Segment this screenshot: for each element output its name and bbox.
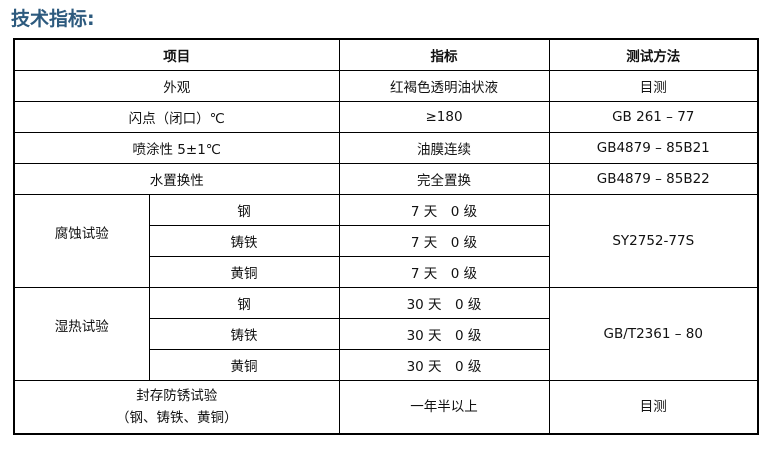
header-item: 项目 (13, 38, 340, 71)
table-row: 湿热试验钢 30 天 0 级 GB/T2361 – 80 (13, 287, 759, 381)
table-row: 闪点（闭口）℃ ≥180 GB 261 – 77 (13, 101, 759, 133)
spec-cell: ≥180 (338, 101, 550, 133)
table-row: 腐蚀试验钢 7 天 0 级 SY2752-77S (13, 194, 759, 288)
metal-cell: 黄铜 (148, 349, 340, 381)
spec-cell: 7 天 0 级 (338, 225, 550, 257)
section-title: 技术指标: (11, 8, 95, 30)
item-cell: 外观 (13, 70, 340, 102)
metal-cell: 黄铜 (148, 256, 340, 288)
method-cell: GB 261 – 77 (548, 101, 759, 133)
spec-cell: 7 天 0 级 (338, 256, 550, 288)
group-item-cell: 腐蚀试验 (13, 194, 150, 288)
method-cell: 目测 (548, 70, 759, 102)
item-cell: 封存防锈试验 （钢、铸铁、黄铜） (13, 380, 340, 435)
header-method: 测试方法 (548, 38, 759, 71)
spec-cell: 30 天 0 级 (338, 318, 550, 350)
spec-cell: 红褐色透明油状液 (338, 70, 550, 102)
spec-cell: 油膜连续 (338, 132, 550, 164)
spec-cell: 完全置换 (338, 163, 550, 195)
header-spec: 指标 (338, 38, 550, 71)
item-cell: 水置换性 (13, 163, 340, 195)
metal-cell: 铸铁 (148, 225, 340, 257)
group-item-cell: 湿热试验 (13, 287, 150, 381)
spec-cell: 一年半以上 (338, 380, 550, 435)
metal-cell: 钢 (148, 194, 340, 226)
table-row: 喷涂性 5±1℃ 油膜连续 GB4879 – 85B21 (13, 132, 759, 164)
table-row: 铸铁 30 天 0 级 (14, 318, 758, 350)
method-cell: GB4879 – 85B21 (548, 132, 759, 164)
spec-cell: 30 天 0 级 (338, 349, 550, 381)
table-row: 铸铁 7 天 0 级 (14, 225, 758, 257)
table-row: 黄铜 30 天 0 级 (14, 349, 758, 381)
item-line-1: 封存防锈试验 (136, 388, 218, 404)
item-cell: 闪点（闭口）℃ (13, 101, 340, 133)
item-line-2: （钢、铸铁、黄铜） (116, 410, 238, 426)
item-cell: 喷涂性 5±1℃ (13, 132, 340, 164)
spec-cell: 7 天 0 级 (338, 194, 550, 226)
metal-cell: 铸铁 (148, 318, 340, 350)
method-cell: GB4879 – 85B22 (548, 163, 759, 195)
group-method-cell: GB/T2361 – 80 (548, 287, 759, 381)
metal-cell: 钢 (148, 287, 340, 319)
group-method-cell: SY2752-77S (548, 194, 759, 288)
table-row: 封存防锈试验 （钢、铸铁、黄铜） 一年半以上 目测 (13, 380, 759, 435)
table-row: 外观 红褐色透明油状液 目测 (13, 70, 759, 102)
spec-cell: 30 天 0 级 (338, 287, 550, 319)
table-row: 黄铜 7 天 0 级 (14, 256, 758, 288)
header-row: 项目 指标 测试方法 (13, 38, 759, 71)
table-row: 水置换性 完全置换 GB4879 – 85B22 (13, 163, 759, 195)
method-cell: 目测 (548, 380, 759, 435)
spec-table: 项目 指标 测试方法 外观 红褐色透明油状液 目测 闪点（闭口）℃ ≥180 GB 26… (13, 38, 759, 435)
